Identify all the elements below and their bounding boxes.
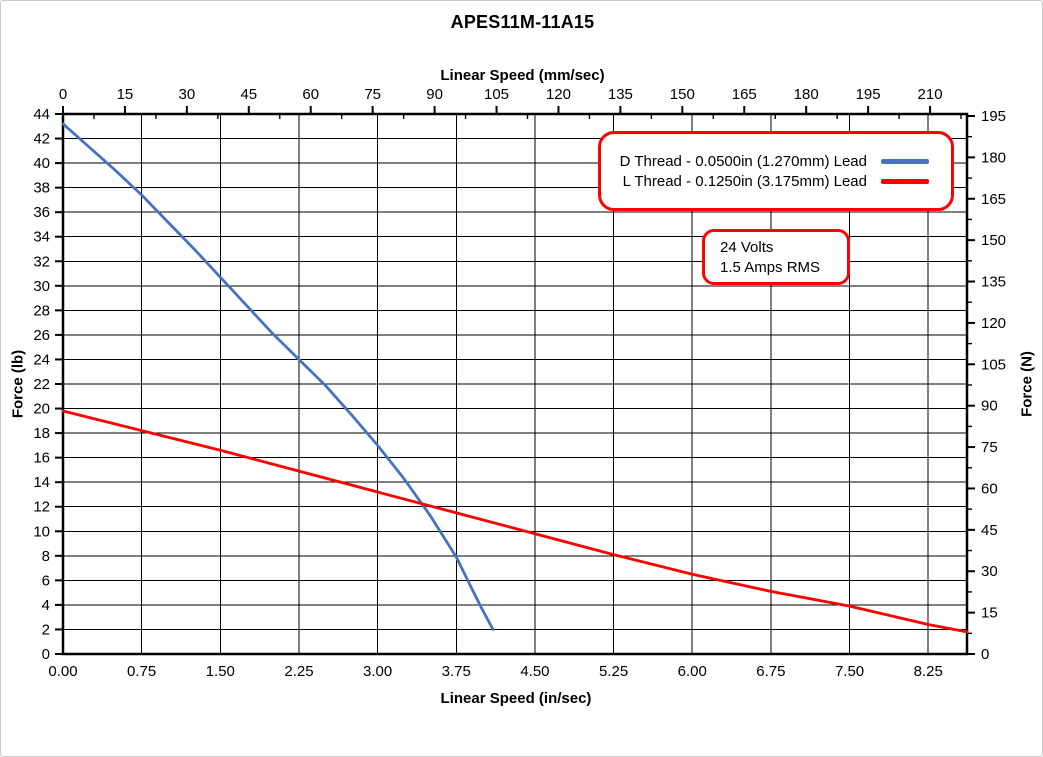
tick-label-bottom: 6.00 <box>678 663 707 680</box>
tick-label-right: 105 <box>981 356 1006 373</box>
tick-label-left: 24 <box>33 351 50 368</box>
tick-label-left: 42 <box>33 131 50 148</box>
tick-label-bottom: 1.50 <box>206 663 235 680</box>
axis-title-left: Force (lb) <box>9 349 27 419</box>
tick-label-top: 0 <box>59 86 67 103</box>
tick-label-left: 40 <box>33 155 50 172</box>
tick-label-left: 26 <box>33 327 50 344</box>
plot-svg: 0 15 30 45 60 75 90 105 120 135 150 165 180 195 2100.0… <box>33 86 1006 680</box>
tick-label-right: 165 <box>981 191 1006 208</box>
tick-label-left: 12 <box>33 499 50 516</box>
tick-label-top: 30 <box>179 86 196 103</box>
tick-label-bottom: 5.25 <box>599 663 628 680</box>
legend-swatch-red-line <box>881 178 929 184</box>
tick-label-left: 44 <box>33 106 50 123</box>
tick-label-top: 195 <box>856 86 881 103</box>
tick-label-left: 32 <box>33 253 50 270</box>
tick-label-left: 0 <box>42 646 50 663</box>
tick-label-left: 22 <box>33 376 50 393</box>
tick-label-left: 28 <box>33 302 50 319</box>
tick-label-top: 75 <box>364 86 381 103</box>
axis-title-bottom: Linear Speed (in/sec) <box>440 690 592 707</box>
tick-label-right: 195 <box>981 108 1006 125</box>
annotation-callout: 24 Volts 1.5 Amps RMS <box>702 229 850 285</box>
tick-label-bottom: 8.25 <box>914 663 943 680</box>
tick-label-left: 2 <box>42 621 50 638</box>
tick-label-left: 36 <box>33 204 50 221</box>
axis-title-top: Linear Speed (mm/sec) <box>440 67 605 84</box>
series-line-l-thread <box>61 409 969 634</box>
tick-label-top: 135 <box>608 86 633 103</box>
tick-label-bottom: 0.00 <box>48 663 77 680</box>
legend-label-d-thread: D Thread - 0.0500in (1.270mm) Lead <box>619 152 867 170</box>
tick-label-right: 135 <box>981 274 1006 291</box>
tick-label-left: 18 <box>33 425 50 442</box>
tick-label-right: 45 <box>981 522 998 539</box>
tick-label-bottom: 6.75 <box>756 663 785 680</box>
tick-label-top: 180 <box>794 86 819 103</box>
tick-label-left: 4 <box>42 597 50 614</box>
legend-swatch-blue-line <box>881 158 929 164</box>
tick-label-bottom: 3.00 <box>363 663 392 680</box>
tick-label-top: 165 <box>732 86 757 103</box>
tick-label-top: 105 <box>484 86 509 103</box>
tick-label-left: 8 <box>42 548 50 565</box>
tick-label-right: 60 <box>981 480 998 497</box>
chart-title: APES11M-11A15 <box>450 12 595 32</box>
tick-label-right: 30 <box>981 563 998 580</box>
legend-label-l-thread: L Thread - 0.1250in (3.175mm) Lead <box>622 172 867 190</box>
tick-label-left: 38 <box>33 180 50 197</box>
tick-label-top: 45 <box>240 86 257 103</box>
tick-label-right: 150 <box>981 232 1006 249</box>
tick-label-left: 34 <box>33 229 50 246</box>
tick-label-top: 60 <box>302 86 319 103</box>
series-line-d-thread <box>61 122 495 631</box>
tick-label-bottom: 3.75 <box>442 663 471 680</box>
tick-label-right: 180 <box>981 149 1006 166</box>
tick-label-right: 15 <box>981 605 998 622</box>
legend: D Thread - 0.0500in (1.270mm) Lead L Thr… <box>598 131 954 211</box>
tick-label-bottom: 4.50 <box>520 663 549 680</box>
tick-label-left: 10 <box>33 523 50 540</box>
axis-title-right: Force (N) <box>1018 351 1036 417</box>
tick-label-bottom: 0.75 <box>127 663 156 680</box>
tick-label-top: 120 <box>546 86 571 103</box>
tick-label-top: 15 <box>117 86 134 103</box>
tick-label-bottom: 7.50 <box>835 663 864 680</box>
tick-label-top: 90 <box>426 86 443 103</box>
tick-label-right: 0 <box>981 646 989 663</box>
tick-label-right: 90 <box>981 398 998 415</box>
tick-label-right: 120 <box>981 315 1006 332</box>
tick-label-left: 16 <box>33 450 50 467</box>
legend-row: L Thread - 0.1250in (3.175mm) Lead <box>611 173 929 190</box>
tick-label-left: 6 <box>42 572 50 589</box>
annotation-amps: 1.5 Amps RMS <box>720 259 821 276</box>
tick-label-top: 210 <box>918 86 943 103</box>
tick-label-left: 14 <box>33 474 50 491</box>
annotation-volts: 24 Volts <box>720 239 774 256</box>
tick-label-top: 150 <box>670 86 695 103</box>
tick-label-left: 30 <box>33 278 50 295</box>
tick-label-left: 20 <box>33 401 50 418</box>
legend-row: D Thread - 0.0500in (1.270mm) Lead <box>611 153 929 170</box>
tick-label-bottom: 2.25 <box>284 663 313 680</box>
tick-label-right: 75 <box>981 439 998 456</box>
